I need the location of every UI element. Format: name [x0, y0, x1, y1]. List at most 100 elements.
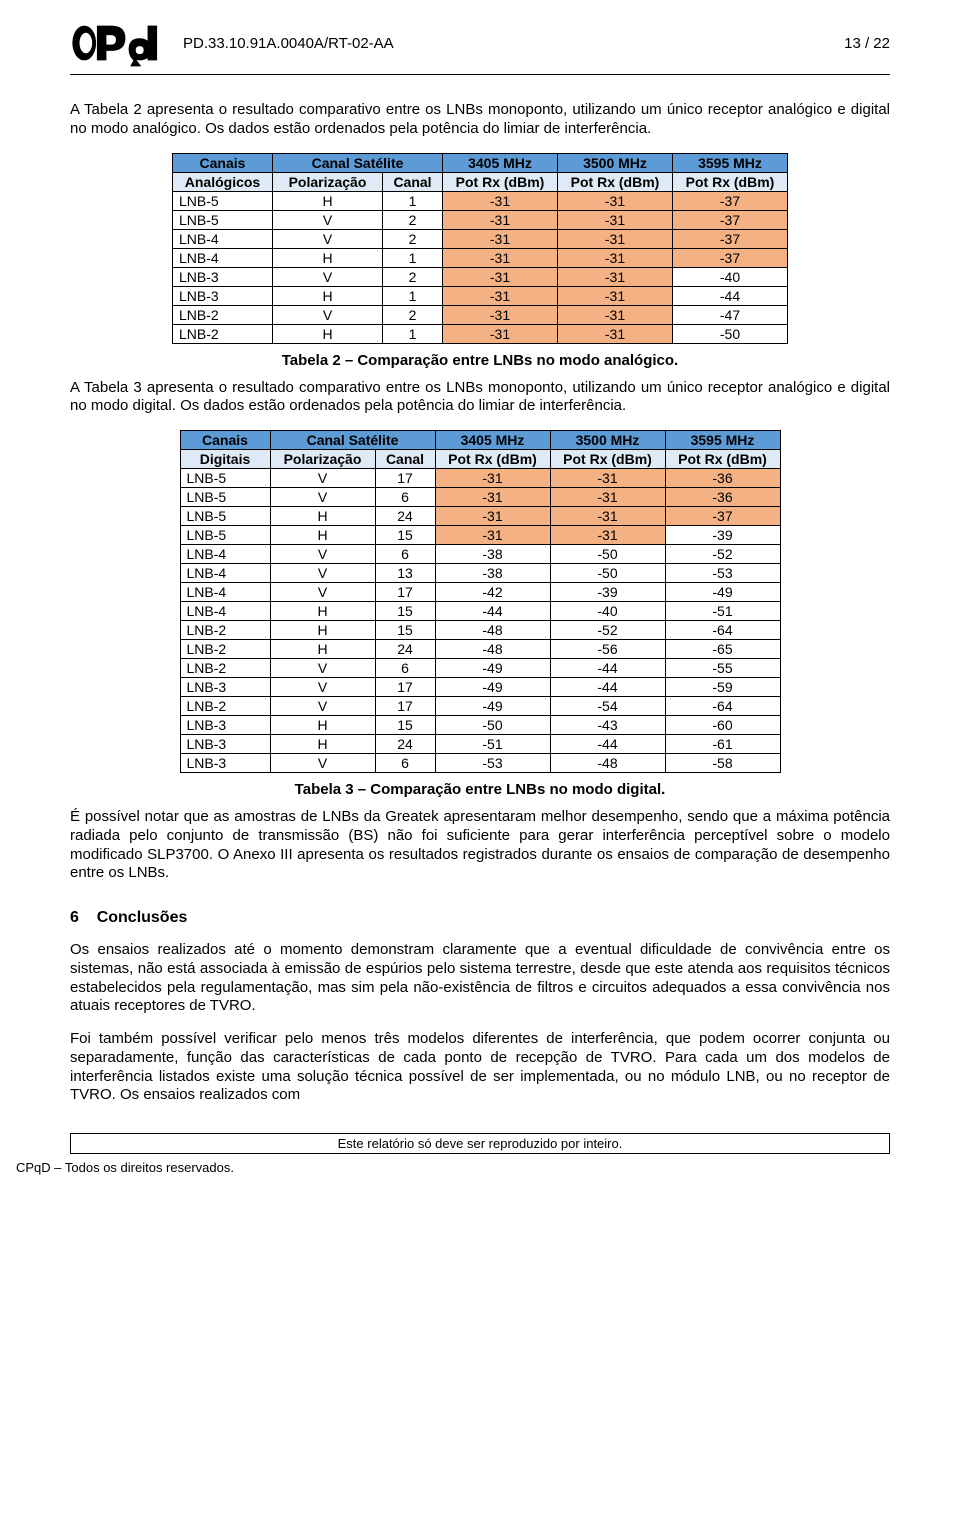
cell: H	[273, 286, 383, 305]
cell: -39	[550, 583, 665, 602]
cell: H	[273, 248, 383, 267]
cell: -37	[673, 229, 788, 248]
cell: H	[270, 716, 375, 735]
cell: -31	[443, 229, 558, 248]
th-sub: Pot Rx (dBm)	[435, 450, 550, 469]
th-freq: 3500 MHz	[558, 153, 673, 172]
cell: -52	[550, 621, 665, 640]
cell: LNB-4	[173, 229, 273, 248]
table-row: LNB-4H15-44-40-51	[180, 602, 780, 621]
cell: 17	[375, 697, 435, 716]
cell: -31	[558, 267, 673, 286]
cell: -50	[673, 324, 788, 343]
th-canais: Canais	[173, 153, 273, 172]
cell: -37	[673, 191, 788, 210]
page-header: PD.33.10.91A.0040A/RT-02-AA 13 / 22	[70, 18, 890, 68]
th-sub: Pot Rx (dBm)	[673, 172, 788, 191]
cell: -53	[665, 564, 780, 583]
caption-table-3: Tabela 3 – Comparação entre LNBs no modo…	[70, 781, 890, 798]
cell: LNB-3	[180, 735, 270, 754]
cell: -44	[550, 735, 665, 754]
cell: LNB-3	[180, 678, 270, 697]
cell: 15	[375, 621, 435, 640]
cell: LNB-2	[180, 640, 270, 659]
cell: -37	[673, 248, 788, 267]
para-after-t3: É possível notar que as amostras de LNBs…	[70, 808, 890, 883]
table-row: LNB-3H1-31-31-44	[173, 286, 788, 305]
cell: -40	[673, 267, 788, 286]
cell: LNB-2	[173, 324, 273, 343]
table-row: LNB-2V17-49-54-64	[180, 697, 780, 716]
cell: LNB-5	[180, 488, 270, 507]
cell: 15	[375, 526, 435, 545]
table-row: LNB-2H15-48-52-64	[180, 621, 780, 640]
cell: H	[270, 735, 375, 754]
cell: -49	[665, 583, 780, 602]
cell: -58	[665, 754, 780, 773]
cell: -53	[435, 754, 550, 773]
para-intro-t3: A Tabela 3 apresenta o resultado compara…	[70, 379, 890, 417]
cell: -31	[443, 305, 558, 324]
cell: H	[270, 621, 375, 640]
cell: 17	[375, 469, 435, 488]
cell: V	[270, 488, 375, 507]
cell: -31	[443, 248, 558, 267]
cell: 6	[375, 754, 435, 773]
cell: -31	[558, 286, 673, 305]
cell: H	[270, 526, 375, 545]
table-row: LNB-2V2-31-31-47	[173, 305, 788, 324]
cell: V	[273, 210, 383, 229]
cell: 1	[383, 248, 443, 267]
cell: -37	[673, 210, 788, 229]
cell: H	[270, 602, 375, 621]
cell: -65	[665, 640, 780, 659]
cell: -64	[665, 621, 780, 640]
th-freq: 3500 MHz	[550, 431, 665, 450]
cell: -31	[443, 286, 558, 305]
cell: -37	[665, 507, 780, 526]
cell: 2	[383, 210, 443, 229]
cell: -40	[550, 602, 665, 621]
table-row: LNB-4V17-42-39-49	[180, 583, 780, 602]
th-sub: Digitais	[180, 450, 270, 469]
th-sub: Pot Rx (dBm)	[665, 450, 780, 469]
cell: -49	[435, 659, 550, 678]
th-sub: Pot Rx (dBm)	[558, 172, 673, 191]
cell: LNB-5	[180, 526, 270, 545]
cell: V	[273, 305, 383, 324]
cell: 1	[383, 324, 443, 343]
table-row: LNB-5V17-31-31-36	[180, 469, 780, 488]
section-title: Conclusões	[97, 909, 188, 926]
logo	[70, 18, 165, 68]
cell: -49	[435, 678, 550, 697]
table-3: CanaisCanal Satélite3405 MHz3500 MHz3595…	[180, 430, 781, 773]
cell: 15	[375, 602, 435, 621]
cell: -31	[435, 488, 550, 507]
cell: LNB-5	[180, 469, 270, 488]
th-canais: Canais	[180, 431, 270, 450]
para-intro-t2: A Tabela 2 apresenta o resultado compara…	[70, 101, 890, 139]
cell: -59	[665, 678, 780, 697]
table-row: LNB-5H15-31-31-39	[180, 526, 780, 545]
cell: LNB-2	[173, 305, 273, 324]
table-3-wrap: CanaisCanal Satélite3405 MHz3500 MHz3595…	[70, 430, 890, 773]
cell: -42	[435, 583, 550, 602]
cell: -61	[665, 735, 780, 754]
cell: LNB-4	[173, 248, 273, 267]
cell: LNB-2	[180, 659, 270, 678]
cell: -50	[550, 564, 665, 583]
table-row: LNB-5H1-31-31-37	[173, 191, 788, 210]
cell: 6	[375, 659, 435, 678]
cell: -55	[665, 659, 780, 678]
cell: 2	[383, 267, 443, 286]
table-row: LNB-3V2-31-31-40	[173, 267, 788, 286]
table-row: LNB-3H24-51-44-61	[180, 735, 780, 754]
table-row: LNB-3V6-53-48-58	[180, 754, 780, 773]
cell: V	[273, 229, 383, 248]
cell: 24	[375, 735, 435, 754]
cell: -31	[443, 191, 558, 210]
cell: -31	[435, 507, 550, 526]
cell: V	[273, 267, 383, 286]
cell: LNB-2	[180, 697, 270, 716]
cell: H	[273, 324, 383, 343]
